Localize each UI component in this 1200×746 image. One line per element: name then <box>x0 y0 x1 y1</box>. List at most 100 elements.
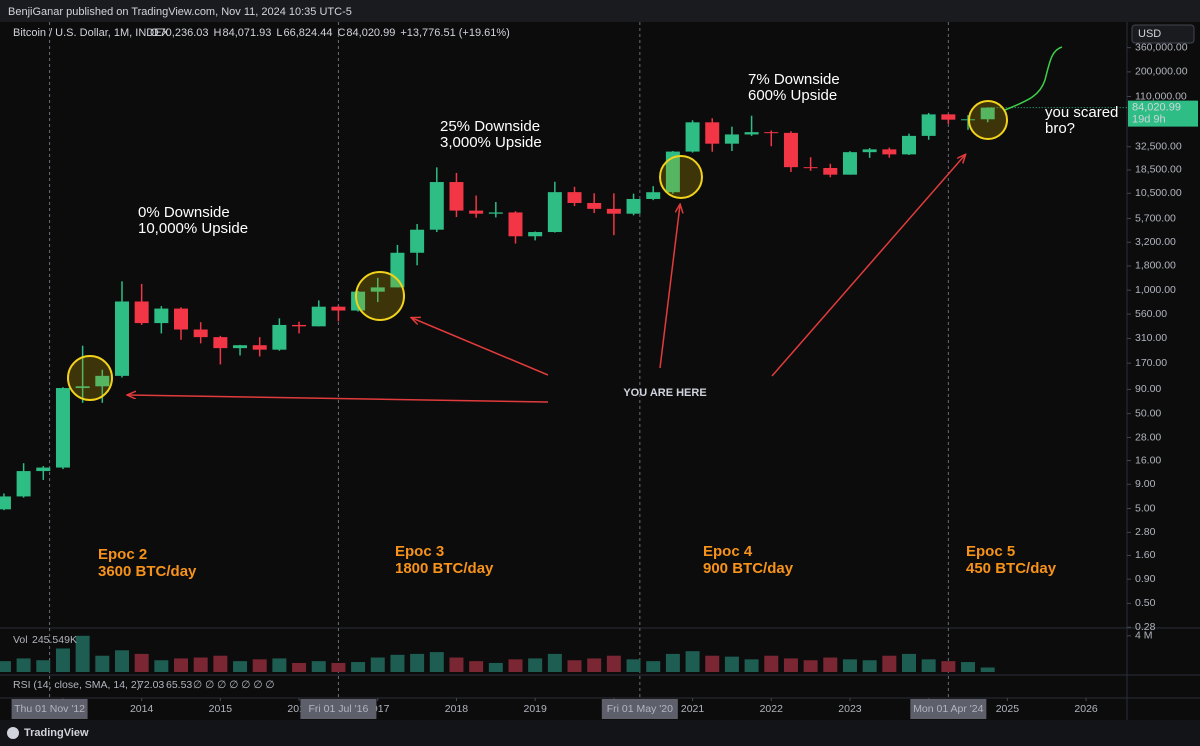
candle-body <box>154 308 169 324</box>
volume-bar <box>764 655 779 672</box>
annotation: 0% Downside <box>138 204 230 221</box>
price-tag: 84,020.99 <box>1132 102 1181 114</box>
ohlc-value: 70,236.03 <box>160 27 209 39</box>
y-tick-label: 0.50 <box>1135 597 1156 609</box>
symbol: Bitcoin / U.S. Dollar, 1M, INDEX <box>13 27 170 39</box>
candle-body <box>547 192 562 233</box>
volume-bar <box>488 662 503 672</box>
candle-body <box>114 301 129 376</box>
x-tick-label: 2023 <box>838 703 862 715</box>
epoch-name: Epoc 4 <box>703 543 753 560</box>
x-tick-label: 2022 <box>760 703 784 715</box>
epoch-reward: 900 BTC/day <box>703 560 794 577</box>
halving-date-box <box>300 699 377 719</box>
volume-bar <box>233 661 248 672</box>
volume-bar <box>429 652 444 672</box>
y-tick-label: 360,000.00 <box>1135 41 1188 53</box>
x-tick-label: 2018 <box>445 703 469 715</box>
volume-bar <box>508 659 523 672</box>
epoch-name: Epoc 2 <box>98 546 147 563</box>
currency[interactable]: USD <box>1138 28 1161 40</box>
volume-bar <box>0 661 11 672</box>
volume-bar <box>95 655 110 672</box>
currency-button[interactable] <box>1131 24 1195 44</box>
y-tick-label: 28.00 <box>1135 431 1161 443</box>
candle-body <box>449 182 464 211</box>
annotation: 10,000% Upside <box>138 220 248 237</box>
volume-bar <box>744 659 759 672</box>
volume-bar <box>882 655 897 672</box>
arrow <box>771 155 965 377</box>
volume-bar <box>941 661 956 672</box>
candle-body <box>16 471 31 497</box>
y-tick-label: 50.00 <box>1135 407 1161 419</box>
candle-body <box>901 135 916 155</box>
volume-label: Vol <box>13 634 28 646</box>
projection-line <box>1004 46 1063 111</box>
rsi-flags: ∅ ∅ ∅ ∅ ∅ ∅ ∅ <box>193 679 275 691</box>
candle-body <box>803 167 818 169</box>
candle-body <box>980 107 995 120</box>
arrow <box>412 318 549 376</box>
candle-body <box>410 229 425 253</box>
candle-body <box>370 287 385 292</box>
candle-body <box>587 202 602 209</box>
volume-bar <box>646 661 661 672</box>
volume-bar <box>469 661 484 672</box>
x-tick-label: 2025 <box>996 703 1020 715</box>
candle-body <box>193 329 208 338</box>
candle-body <box>764 132 779 134</box>
candle-body <box>646 192 661 199</box>
candle-body <box>36 467 51 472</box>
halving-date: Mon 01 Apr '24 <box>913 703 983 715</box>
ohlc-value: 84,020.99 <box>346 27 395 39</box>
epoch-name: Epoc 3 <box>395 543 444 560</box>
candle-body <box>95 375 110 387</box>
candle-body <box>351 291 366 311</box>
y-tick-label: 9.00 <box>1135 478 1156 490</box>
candle-body <box>724 134 739 144</box>
y-tick-label: 560.00 <box>1135 308 1167 320</box>
rsi-value: 65.53 <box>166 679 192 691</box>
volume-bar <box>114 650 129 672</box>
candle-body <box>665 151 680 193</box>
footer-brand: TradingView <box>24 727 89 739</box>
volume-bar <box>154 660 169 672</box>
volume-bar <box>921 659 936 672</box>
epoch-name: Epoc 5 <box>966 543 1015 560</box>
volume-bar <box>36 660 51 672</box>
candle-body <box>469 210 484 214</box>
y-tick-label: 90.00 <box>1135 383 1161 395</box>
volume-bar <box>567 660 582 672</box>
candle-body <box>862 149 877 153</box>
volume-bar <box>351 662 366 672</box>
candle-body <box>508 212 523 237</box>
volume-bar <box>331 662 346 672</box>
y-tick-label: 18,500.00 <box>1135 164 1182 176</box>
halving-date: Fri 01 Jul '16 <box>309 703 369 715</box>
volume-bar <box>16 658 31 672</box>
ohlc-value: 66,824.44 <box>284 27 333 39</box>
volume-bar <box>587 658 602 672</box>
x-tick-label: 2014 <box>130 703 154 715</box>
y-tick-label: 310.00 <box>1135 332 1167 344</box>
candle-body <box>331 306 346 311</box>
volume-bar <box>724 656 739 672</box>
y-tick-label: 110,000.00 <box>1135 90 1187 102</box>
volume-bar <box>252 659 267 672</box>
candle-body <box>783 132 798 168</box>
candle-body <box>921 114 936 136</box>
volume-bar <box>193 657 208 672</box>
volume-bar <box>528 658 543 672</box>
volume-bar <box>75 635 90 672</box>
price-tag-box <box>1128 100 1198 127</box>
candle-body <box>292 324 307 327</box>
volume-bar <box>705 655 720 672</box>
candle-body <box>842 152 857 175</box>
volume-bar <box>862 660 877 672</box>
y-tick-label: 1,000.00 <box>1135 284 1176 296</box>
volume-bar <box>665 653 680 672</box>
volume-bar <box>980 667 995 672</box>
candle-body <box>941 114 956 120</box>
